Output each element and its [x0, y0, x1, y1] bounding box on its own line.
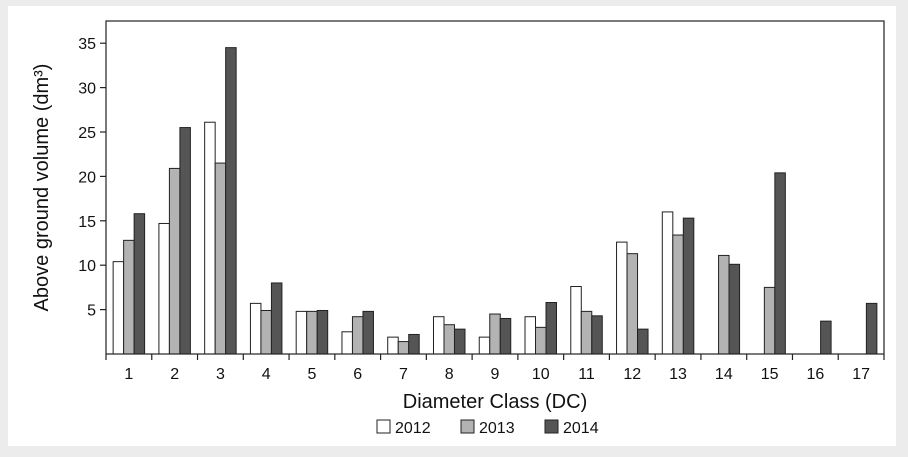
x-axis-title: Diameter Class (DC) — [403, 391, 587, 413]
bar-2014-dc-1 — [133, 213, 146, 355]
bar-2014-dc-4 — [270, 282, 283, 355]
bar-2012-dc-1 — [112, 261, 125, 355]
bar-2012-dc-2 — [158, 222, 170, 355]
bar-2012-dc-12 — [616, 241, 628, 355]
x-tick-label-12: 12 — [623, 366, 641, 383]
x-tick-label-10: 10 — [532, 366, 550, 383]
x-tick-label-4: 4 — [262, 366, 271, 383]
bar-2012-dc-4 — [249, 302, 262, 355]
bar-2014-dc-14 — [728, 263, 741, 355]
legend-label-2014: 2014 — [563, 420, 599, 437]
bar-2013-dc-2 — [168, 167, 181, 355]
bar-2013-dc-6 — [351, 316, 364, 355]
bar-2014-dc-8 — [453, 328, 466, 355]
legend-swatch-2012 — [376, 419, 391, 434]
bar-2013-dc-13 — [672, 234, 684, 355]
plot-frame — [105, 20, 885, 355]
bar-2013-dc-4 — [260, 309, 272, 355]
bar-2014-dc-17 — [865, 302, 878, 355]
bar-2012-dc-6 — [341, 331, 353, 355]
x-tick-label-7: 7 — [399, 366, 408, 383]
bar-2014-dc-6 — [362, 310, 374, 355]
bar-2012-dc-9 — [478, 336, 491, 355]
legend-label-2013: 2013 — [479, 420, 515, 437]
x-tick-label-11: 11 — [578, 366, 595, 383]
y-tick-label-25: 25 — [78, 125, 96, 142]
legend: 2012 2013 2014 — [376, 419, 599, 437]
bar-2013-dc-7 — [397, 341, 410, 355]
bar-2014-dc-15 — [774, 172, 786, 355]
x-tick-label-8: 8 — [445, 366, 454, 383]
bar-2012-dc-7 — [387, 336, 399, 355]
x-tick-label-2: 2 — [170, 366, 179, 383]
x-tick-label-14: 14 — [715, 366, 733, 383]
bar-2013-dc-8 — [443, 324, 455, 355]
bar-2013-dc-9 — [489, 313, 501, 355]
y-tick-label-5: 5 — [87, 303, 96, 320]
bar-2012-dc-8 — [432, 316, 445, 355]
bar-2014-dc-11 — [591, 315, 603, 355]
bar-2012-dc-13 — [661, 211, 674, 355]
y-tick-label-30: 30 — [78, 81, 96, 98]
bar-2014-dc-7 — [408, 333, 420, 355]
x-tick-label-3: 3 — [216, 366, 225, 383]
bar-2013-dc-12 — [626, 253, 639, 355]
bar-2014-dc-13 — [682, 217, 695, 355]
bar-2014-dc-16 — [820, 320, 832, 355]
bar-2012-dc-5 — [295, 310, 308, 355]
bar-2012-dc-3 — [204, 121, 216, 355]
y-axis-title: Above ground volume (dm³) — [31, 64, 53, 312]
bar-2012-dc-10 — [524, 316, 537, 355]
y-tick-label-15: 15 — [78, 214, 96, 231]
chart-figure: 5 10 15 20 25 30 35 1 2 3 4 5 6 7 8 9 10 11 12 13 14 15 16 17 D… — [8, 6, 896, 446]
y-tick-label-35: 35 — [78, 36, 96, 53]
legend-swatch-2013 — [460, 419, 475, 434]
bar-2014-dc-12 — [637, 328, 649, 355]
bar-2013-dc-1 — [123, 239, 135, 355]
bar-2013-dc-15 — [763, 286, 776, 355]
bar-2013-dc-14 — [718, 254, 730, 355]
bar-2014-dc-2 — [179, 127, 191, 355]
x-tick-label-9: 9 — [491, 366, 500, 383]
x-tick-label-17: 17 — [852, 366, 870, 383]
bar-2014-dc-5 — [316, 309, 329, 355]
x-tick-label-16: 16 — [806, 366, 824, 383]
bar-2014-dc-10 — [545, 302, 558, 355]
bars-layer — [112, 47, 878, 355]
x-tick-label-6: 6 — [353, 366, 362, 383]
bar-2012-dc-11 — [570, 286, 582, 355]
legend-swatch-2014 — [544, 419, 559, 434]
legend-label-2012: 2012 — [395, 420, 431, 437]
bar-2013-dc-3 — [214, 162, 227, 355]
x-tick-label-5: 5 — [307, 366, 316, 383]
x-tick-label-15: 15 — [761, 366, 779, 383]
x-tick-label-13: 13 — [669, 366, 687, 383]
bar-2013-dc-5 — [306, 310, 318, 355]
bar-2014-dc-9 — [499, 317, 512, 355]
bar-2014-dc-3 — [225, 47, 237, 355]
bar-2013-dc-11 — [580, 310, 593, 355]
x-tick-label-1: 1 — [124, 366, 133, 383]
y-tick-label-10: 10 — [78, 258, 96, 275]
bar-2013-dc-10 — [535, 326, 547, 355]
y-tick-label-20: 20 — [78, 169, 96, 186]
